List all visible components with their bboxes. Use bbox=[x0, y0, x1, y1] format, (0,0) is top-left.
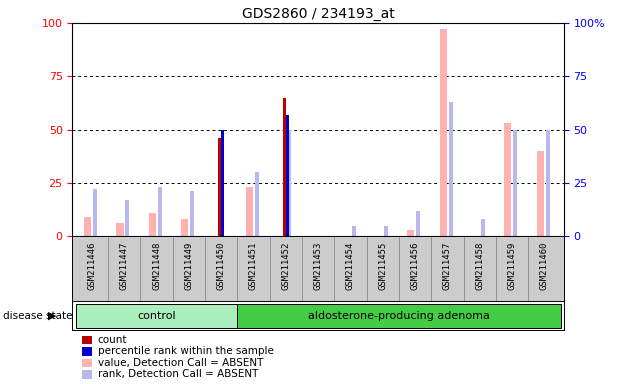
Bar bbox=[286, 115, 289, 236]
Bar bbox=[125, 200, 129, 236]
Bar bbox=[238, 304, 561, 328]
Text: GSM211451: GSM211451 bbox=[249, 242, 258, 290]
Text: value, Detection Call = ABSENT: value, Detection Call = ABSENT bbox=[98, 358, 263, 368]
Title: GDS2860 / 234193_at: GDS2860 / 234193_at bbox=[242, 7, 394, 21]
Bar bbox=[449, 102, 452, 236]
Text: GSM211449: GSM211449 bbox=[185, 242, 193, 290]
Text: GSM211458: GSM211458 bbox=[475, 242, 484, 290]
Text: control: control bbox=[137, 311, 176, 321]
Text: GSM211456: GSM211456 bbox=[411, 242, 420, 290]
Text: GSM211459: GSM211459 bbox=[508, 242, 517, 290]
Text: GSM211454: GSM211454 bbox=[346, 242, 355, 290]
Text: disease state: disease state bbox=[3, 311, 72, 321]
Bar bbox=[117, 223, 123, 236]
Bar bbox=[283, 98, 286, 236]
Bar bbox=[505, 123, 512, 236]
Text: aldosterone-producing adenoma: aldosterone-producing adenoma bbox=[308, 311, 490, 321]
Bar bbox=[287, 129, 291, 236]
Bar bbox=[384, 225, 388, 236]
Bar bbox=[352, 225, 356, 236]
Text: GSM211453: GSM211453 bbox=[314, 242, 323, 290]
Text: ▶: ▶ bbox=[48, 311, 57, 321]
Bar bbox=[481, 219, 485, 236]
Text: GSM211447: GSM211447 bbox=[120, 242, 129, 290]
Bar bbox=[218, 138, 222, 236]
Bar bbox=[222, 129, 224, 236]
Bar bbox=[158, 187, 162, 236]
Bar bbox=[84, 217, 91, 236]
Bar bbox=[513, 129, 517, 236]
Text: GSM211446: GSM211446 bbox=[88, 242, 96, 290]
Text: GSM211450: GSM211450 bbox=[217, 242, 226, 290]
Bar bbox=[546, 129, 549, 236]
Text: count: count bbox=[98, 335, 127, 345]
Bar bbox=[149, 213, 156, 236]
Bar bbox=[93, 189, 97, 236]
Text: GSM211457: GSM211457 bbox=[443, 242, 452, 290]
Bar bbox=[440, 30, 447, 236]
Bar bbox=[181, 219, 188, 236]
Text: rank, Detection Call = ABSENT: rank, Detection Call = ABSENT bbox=[98, 369, 258, 379]
Bar bbox=[76, 304, 238, 328]
Bar bbox=[246, 187, 253, 236]
Bar bbox=[255, 172, 259, 236]
Text: GSM211460: GSM211460 bbox=[540, 242, 549, 290]
Text: GSM211455: GSM211455 bbox=[378, 242, 387, 290]
Text: GSM211452: GSM211452 bbox=[282, 242, 290, 290]
Bar bbox=[416, 210, 420, 236]
Bar bbox=[408, 230, 415, 236]
Text: percentile rank within the sample: percentile rank within the sample bbox=[98, 346, 273, 356]
Text: GSM211448: GSM211448 bbox=[152, 242, 161, 290]
Bar bbox=[190, 191, 194, 236]
Bar bbox=[537, 151, 544, 236]
